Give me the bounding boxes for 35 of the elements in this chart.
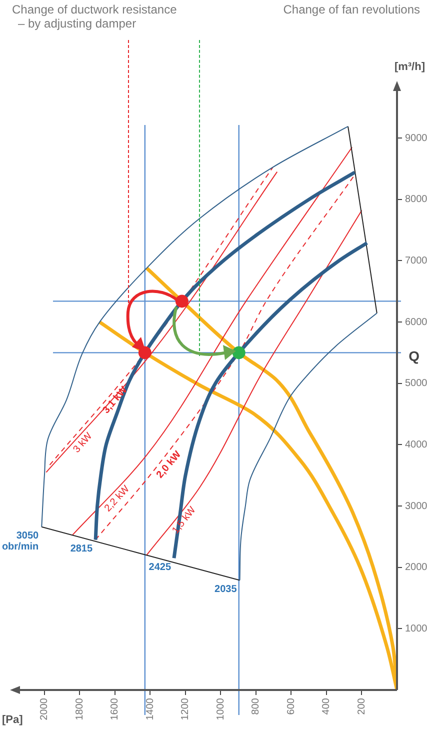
text: Q <box>408 348 420 364</box>
text: 1,5 kW <box>170 504 199 536</box>
y-tick-label: 6000 <box>405 316 427 328</box>
x-tick-label: 1800 <box>74 698 86 720</box>
y-axis-title: [m³/h] <box>394 61 426 74</box>
y-tick-label: 9000 <box>405 132 427 144</box>
line-series <box>239 312 378 581</box>
x-tick-label: 1000 <box>215 698 226 720</box>
y-tick-label: 7000 <box>405 255 427 266</box>
y-tick-label: 1000 <box>405 623 427 634</box>
line-series <box>146 210 362 556</box>
series-label: 2815 <box>70 544 93 554</box>
y-tick-label: 2000 <box>405 562 427 574</box>
line-series <box>72 146 353 536</box>
x-tick-label: 1400 <box>144 698 156 720</box>
text: Change of fan revolutions <box>283 2 420 16</box>
x-tick-label: 2000 <box>39 698 50 720</box>
x-tick-label: 400 <box>321 698 332 715</box>
text: 2,0 kW <box>154 448 184 481</box>
series-label: 3050 obr/min <box>2 530 40 553</box>
text: 3 kW <box>71 430 96 456</box>
y-tick-label: 4000 <box>405 439 427 450</box>
y-tick-label: 8000 <box>405 194 427 206</box>
x-tick-label: 600 <box>286 698 297 715</box>
text: Change of ductwork resistance – by adjusting damper <box>12 2 178 30</box>
x-tick-label: 200 <box>356 698 368 715</box>
series-label: 2425 <box>148 562 172 573</box>
y-tick-label: 5000 <box>405 378 427 390</box>
x-tick-label: 1200 <box>180 698 192 720</box>
x-tick-label: 1600 <box>110 698 121 720</box>
text: 2,2 kW <box>102 483 132 514</box>
x-axis-title: [Pa] <box>2 714 24 726</box>
y-tick-label: 3000 <box>405 500 427 512</box>
x-tick-label: 800 <box>250 698 262 715</box>
series-label: 2035 <box>214 584 238 595</box>
